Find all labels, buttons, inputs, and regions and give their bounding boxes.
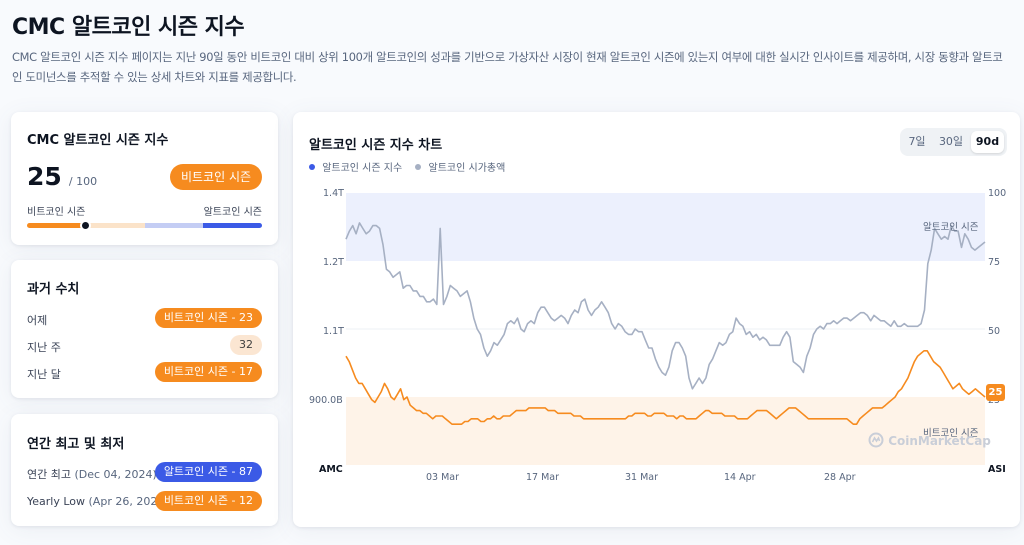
chart-legend: 알트코인 시즌 지수 알트코인 시가총액: [309, 159, 505, 174]
chart-title: 알트코인 시즌 지수 차트: [309, 138, 443, 153]
index-value: 25 / 100: [27, 162, 97, 191]
left-tick-3: 1.1T: [323, 326, 344, 337]
tab-30d[interactable]: 30일: [938, 135, 964, 148]
yearly-high-date: (Dec 04, 2024): [74, 468, 157, 481]
timeframe-tabs: 7일 30일 90d: [900, 128, 1007, 156]
scale-left-label: 비트코인 시즌: [27, 207, 86, 218]
yearly-high-text: 연간 최고: [27, 468, 71, 481]
series-line-mcap: [345, 222, 986, 390]
scale-right-label: 알트코인 시즌: [203, 207, 262, 218]
current-value-badge: 25: [986, 384, 1005, 401]
chart-card: 알트코인 시즌 지수 차트 7일 30일 90d 알트코인 시즌 지수 알트코인…: [293, 112, 1020, 527]
yearly-low-date: (Apr 26, 2025): [88, 495, 169, 508]
history-badge-yesterday: 비트코인 시즌 - 23: [154, 308, 262, 328]
yearly-high-badge: 알트코인 시즌 - 87: [154, 462, 262, 482]
btc-zone-label: 비트코인 시즌: [923, 428, 979, 439]
left-tick-2: 1.2T: [323, 257, 344, 268]
scale-segment-alt: [203, 223, 262, 228]
index-value-max: / 100: [68, 175, 98, 188]
history-card: 과거 수치 어제 비트코인 시즌 - 23 지난 주 32 지난 달 비트코인 …: [11, 260, 278, 398]
index-value-number: 25: [27, 162, 62, 191]
page-description-line-1: CMC 알트코인 시즌 지수 페이지는 지난 90일 동안 비트코인 대비 상위…: [12, 50, 1003, 64]
x-tick-3: 31 Mar: [625, 472, 659, 483]
left-tick-4: 900.0B: [309, 395, 343, 406]
legend-mcap-dot: [415, 164, 422, 170]
scale-segment-btc: [27, 223, 86, 228]
yearly-high-label: 연간 최고 (Dec 04, 2024): [27, 466, 157, 482]
history-badge-last-week: 32: [230, 335, 262, 355]
scale-marker: [80, 220, 92, 231]
right-tick-2: 75: [988, 257, 1001, 268]
right-tick-1: 100: [988, 188, 1007, 199]
tab-7d[interactable]: 7일: [908, 135, 926, 148]
watermark: CoinMarketCap: [868, 432, 991, 448]
right-tick-3: 50: [988, 326, 1001, 337]
yearly-card-title: 연간 최고 및 최저: [27, 437, 125, 452]
left-tick-1: 1.4T: [323, 188, 344, 199]
legend-index-label: 알트코인 시즌 지수: [322, 163, 403, 174]
legend-mcap-label: 알트코인 시가총액: [428, 163, 506, 174]
x-tick-5: 28 Apr: [824, 472, 856, 483]
alt-zone-label: 알트코인 시즌: [923, 222, 979, 233]
history-card-title: 과거 수치: [27, 282, 80, 297]
x-tick-1: 03 Mar: [426, 472, 460, 483]
x-tick-2: 17 Mar: [526, 472, 560, 483]
right-axis-label: ASI: [988, 464, 1006, 475]
chart-plot: [345, 193, 986, 465]
history-row-label-yesterday: 어제: [27, 314, 48, 327]
scale-segment-btc-light: [85, 223, 145, 228]
page-description-line-2: 인 도미넌스를 추적할 수 있는 상세 차트와 지표를 제공합니다.: [12, 70, 297, 84]
watermark-text: CoinMarketCap: [888, 434, 991, 448]
page-description: CMC 알트코인 시즌 지수 페이지는 지난 90일 동안 비트코인 대비 상위…: [12, 47, 1017, 87]
scale-segment-alt-light: [144, 223, 204, 228]
left-axis-label: AMC: [319, 464, 343, 475]
season-scale-bar: [27, 223, 262, 228]
index-status-badge: 비트코인 시즌: [170, 164, 262, 190]
yearly-card: 연간 최고 및 최저 연간 최고 (Dec 04, 2024) 알트코인 시즌 …: [11, 414, 278, 526]
coinmarketcap-logo-icon: [868, 432, 884, 448]
history-row-label-last-week: 지난 주: [27, 341, 61, 354]
x-tick-4: 14 Apr: [724, 472, 756, 483]
tab-90d[interactable]: 90d: [971, 131, 1004, 153]
history-row-label-last-month: 지난 달: [27, 368, 61, 381]
yearly-low-text: Yearly Low: [27, 495, 86, 508]
yearly-low-label: Yearly Low (Apr 26, 2025): [27, 495, 169, 508]
btc-season-zone: [346, 397, 985, 465]
series-line-index: [345, 350, 986, 425]
page-title: CMC 알트코인 시즌 지수: [12, 15, 245, 40]
history-badge-last-month: 비트코인 시즌 - 17: [154, 362, 262, 382]
index-card: CMC 알트코인 시즌 지수 25 / 100 비트코인 시즌 비트코인 시즌 …: [11, 112, 278, 245]
index-card-title: CMC 알트코인 시즌 지수: [27, 133, 169, 148]
alt-season-zone: [346, 193, 985, 261]
legend-index-dot: [309, 164, 315, 170]
yearly-low-badge: 비트코인 시즌 - 12: [154, 491, 262, 511]
